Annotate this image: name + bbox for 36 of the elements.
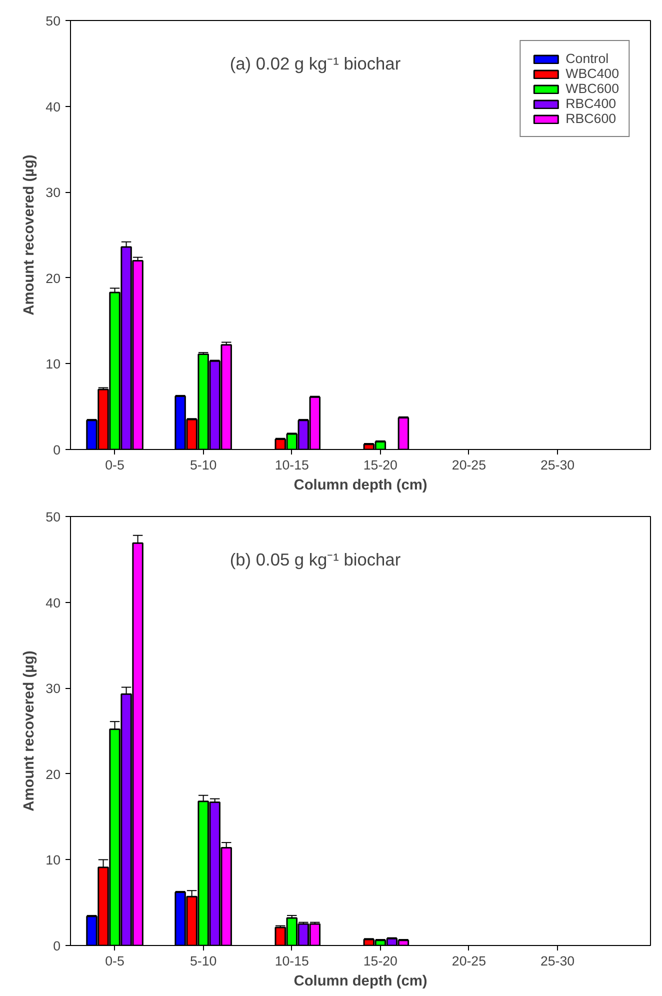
y-tick-label: 40 (46, 595, 61, 610)
y-tick-label: 30 (46, 681, 61, 696)
y-tick-label: 20 (46, 270, 61, 286)
legend-label: WBC600 (566, 81, 619, 96)
y-axis-title: Amount recovered (µg) (22, 650, 38, 812)
legend-label: Control (566, 51, 609, 66)
x-tick-label: 20-25 (452, 954, 486, 968)
y-tick-label: 30 (46, 185, 61, 200)
y-tick-label: 10 (46, 356, 61, 372)
x-tick-label: 0-5 (105, 954, 124, 968)
x-axis-title: Column depth (cm) (294, 478, 428, 494)
legend-label: WBC400 (566, 66, 619, 81)
y-tick-label: 50 (46, 510, 61, 524)
text: (b) 0.05 g kg⁻¹ biochar (230, 549, 401, 570)
x-axis-title: Column depth (cm) (294, 974, 428, 990)
x-tick-label: 20-25 (452, 458, 486, 472)
y-tick-label: 0 (53, 938, 61, 954)
x-tick-label: 25-30 (540, 458, 575, 472)
x-tick-label: 15-20 (363, 954, 398, 968)
x-tick-label: 25-30 (540, 954, 575, 968)
legend-label: RBC600 (566, 111, 616, 126)
y-tick-label: 0 (53, 442, 61, 458)
x-tick-label: 15-20 (363, 458, 398, 472)
text: (a) 0.02 g kg⁻¹ biochar (230, 53, 401, 74)
x-tick-label: 5-10 (190, 954, 217, 968)
legend-label: RBC400 (566, 96, 616, 111)
y-tick-label: 20 (46, 766, 61, 782)
bar (398, 417, 410, 450)
y-tick-label: 40 (46, 99, 61, 114)
x-tick-label: 0-5 (105, 458, 124, 472)
x-tick-label: 10-15 (274, 458, 309, 472)
y-tick-label: 50 (46, 14, 61, 28)
x-tick-label: 5-10 (190, 458, 217, 472)
y-axis-title: Amount recovered (µg) (22, 154, 38, 316)
x-tick-label: 10-15 (274, 954, 309, 968)
y-tick-label: 10 (46, 852, 61, 868)
